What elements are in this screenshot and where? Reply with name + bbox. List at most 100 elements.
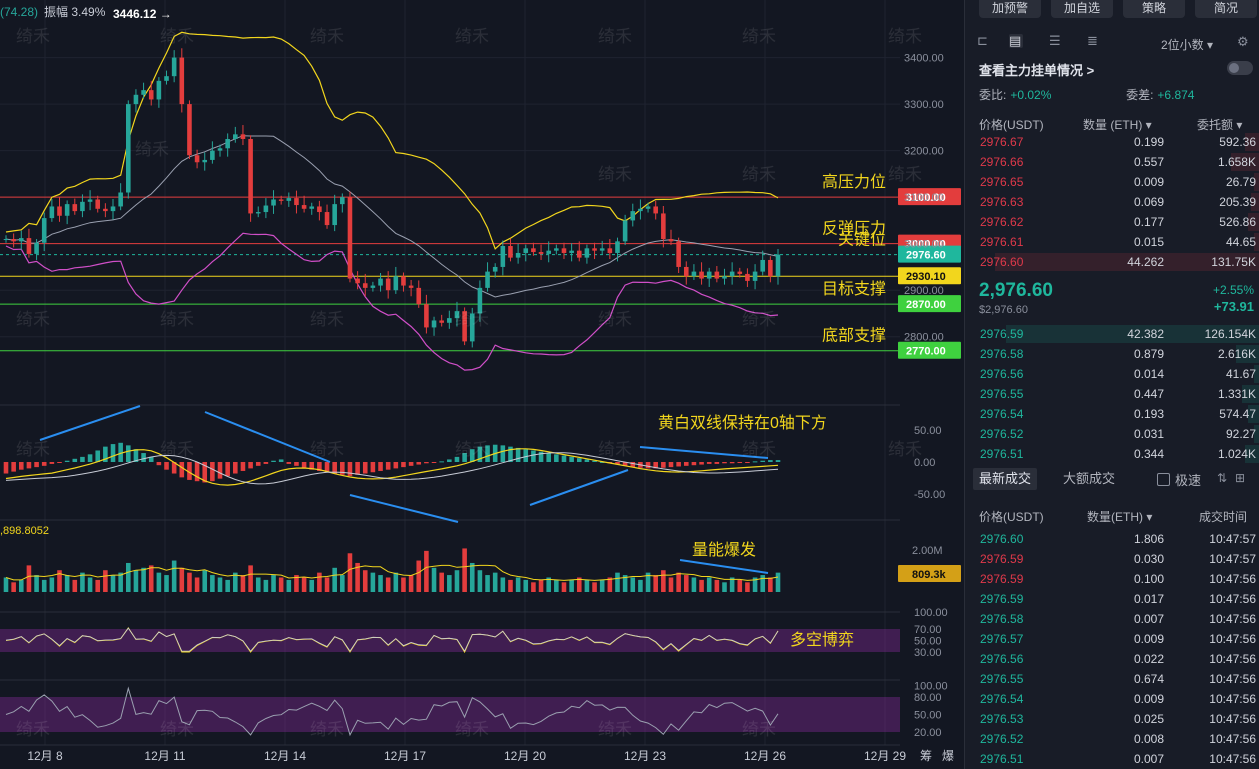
diff-label: 委差: xyxy=(1126,88,1154,102)
volume-bar xyxy=(324,577,330,592)
trade-row[interactable]: 2976.58 0.007 10:47:56 xyxy=(965,609,1259,629)
macd-bar xyxy=(408,462,414,466)
gear-icon[interactable]: ⚙ xyxy=(1237,34,1249,49)
trade-row[interactable]: 2976.51 0.007 10:47:56 xyxy=(965,749,1259,769)
tr-header-price: 价格(USDT) xyxy=(979,510,1044,524)
bid-row[interactable]: 2976.54 0.193 574.47 xyxy=(965,404,1259,424)
macd-bar xyxy=(294,462,299,466)
volume-bar xyxy=(202,570,208,592)
volume-bar xyxy=(576,577,582,592)
ask-row[interactable]: 2976.61 0.015 44.65 xyxy=(965,232,1259,252)
tr-header-qty[interactable]: 数量(ETH) ▾ xyxy=(1087,510,1153,524)
main-orders-toggle[interactable] xyxy=(1227,61,1253,75)
add-alert-button[interactable]: 加预警 xyxy=(979,0,1041,18)
fast-mode-checkbox[interactable] xyxy=(1157,473,1170,486)
bid-row[interactable]: 2976.59 42.382 126.154K xyxy=(965,324,1259,344)
trade-row[interactable]: 2976.53 0.025 10:47:56 xyxy=(965,709,1259,729)
tab-large-trades[interactable]: 大额成交 xyxy=(1063,471,1116,486)
trade-row[interactable]: 2976.59 0.030 10:47:57 xyxy=(965,549,1259,569)
bid-row[interactable]: 2976.51 0.344 1.024K xyxy=(965,444,1259,464)
trade-row[interactable]: 2976.59 0.100 10:47:56 xyxy=(965,569,1259,589)
volume-bar xyxy=(737,579,743,592)
bid-row[interactable]: 2976.56 0.014 41.67 xyxy=(965,364,1259,384)
trade-filter-icons[interactable]: ⇅⊞ xyxy=(1217,471,1254,485)
ask-row[interactable]: 2976.66 0.557 1.658K xyxy=(965,152,1259,172)
date-tick-label: 12月 8 xyxy=(27,749,63,763)
trade-row[interactable]: 2976.56 0.022 10:47:56 xyxy=(965,649,1259,669)
candle-body xyxy=(11,239,16,242)
candle-body xyxy=(233,134,238,139)
candle-body xyxy=(569,250,574,253)
trade-row[interactable]: 2976.55 0.674 10:47:56 xyxy=(965,669,1259,689)
macd-bar xyxy=(584,459,590,462)
orderbook-bids-icon[interactable]: ☰ xyxy=(1049,33,1061,48)
ask-row[interactable]: 2976.62 0.177 526.86 xyxy=(965,212,1259,232)
ob-price: 2976.62 xyxy=(980,215,1024,229)
candle-body xyxy=(576,250,582,258)
candle-body xyxy=(630,211,636,221)
add-watchlist-button[interactable]: 加自选 xyxy=(1051,0,1113,18)
volume-bar xyxy=(500,577,506,592)
level-annotation: 高压力位 xyxy=(822,173,886,191)
volume-bar xyxy=(447,575,452,592)
rsi-tick-label: 100.00 xyxy=(914,607,948,619)
date-tick-label: 12月 29 xyxy=(864,749,906,763)
main-orders-link[interactable]: 查看主力挂单情况 > xyxy=(979,63,1095,78)
level-tag-text: 3100.00 xyxy=(906,192,946,204)
volume-bar xyxy=(523,579,529,592)
macd-bar xyxy=(546,453,551,462)
volume-bar xyxy=(95,579,101,592)
ask-row[interactable]: 2976.63 0.069 205.39 xyxy=(965,192,1259,212)
ob-total: 526.86 xyxy=(1219,215,1256,229)
ask-row[interactable]: 2976.67 0.199 592.36 xyxy=(965,132,1259,152)
bid-row[interactable]: 2976.58 0.879 2.616K xyxy=(965,344,1259,364)
ob-qty: 0.879 xyxy=(1133,347,1164,361)
ob-header-total[interactable]: 委托额 ▾ xyxy=(1197,118,1243,132)
decimals-select[interactable]: 2位小数 ▾ xyxy=(1161,38,1214,52)
volume-bar xyxy=(615,572,620,592)
orderbook-mode-icon[interactable]: ⊏ xyxy=(977,33,988,48)
macd-bar xyxy=(340,462,345,475)
strategy-button[interactable]: 策略 xyxy=(1123,0,1185,18)
macd-bar xyxy=(706,462,712,464)
bid-row[interactable]: 2976.52 0.031 92.27 xyxy=(965,424,1259,444)
trade-row[interactable]: 2976.57 0.009 10:47:56 xyxy=(965,629,1259,649)
volume-bar xyxy=(416,560,422,592)
orderbook-asks-icon[interactable]: ≣ xyxy=(1087,33,1098,48)
trade-row[interactable]: 2976.59 0.017 10:47:56 xyxy=(965,589,1259,609)
macd-bar xyxy=(324,462,330,473)
macd-bar xyxy=(515,447,521,462)
rsi-annotation: 多空博弈 xyxy=(790,631,854,649)
ob-qty: 0.177 xyxy=(1133,215,1164,229)
trade-row[interactable]: 2976.60 1.806 10:47:57 xyxy=(965,529,1259,549)
ask-row[interactable]: 2976.65 0.009 26.79 xyxy=(965,172,1259,192)
candle-body xyxy=(324,212,330,226)
volume-bar xyxy=(278,577,284,592)
ask-row[interactable]: 2976.60 44.262 131.75K xyxy=(965,252,1259,272)
ob-qty: 0.014 xyxy=(1133,367,1164,381)
volume-bar xyxy=(630,577,636,592)
level-tag-bg xyxy=(898,188,961,206)
orderbook-both-icon[interactable]: ▤ xyxy=(1009,33,1023,48)
candle-body xyxy=(661,213,666,240)
kline-chart-area[interactable]: 3100.00 3000.00 2976.60 2930.10 2870.00 2770.… xyxy=(0,0,964,769)
macd-bar xyxy=(454,456,460,462)
tab-latest-trades[interactable]: 最新成交 xyxy=(973,468,1038,490)
depth-bar xyxy=(1254,173,1259,191)
candle-body xyxy=(171,57,177,77)
volume-bar xyxy=(87,577,93,592)
macd-bar xyxy=(164,462,169,470)
candle-body xyxy=(752,271,758,281)
ob-header-qty[interactable]: 数量 (ETH) ▾ xyxy=(1083,118,1152,132)
trade-row[interactable]: 2976.54 0.009 10:47:56 xyxy=(965,689,1259,709)
rsi-band xyxy=(0,629,900,652)
macd-tick-label: 50.00 xyxy=(914,425,942,437)
volume-bar xyxy=(141,567,146,592)
trade-row[interactable]: 2976.52 0.008 10:47:56 xyxy=(965,729,1259,749)
macd-bar xyxy=(148,456,154,462)
trade-price: 2976.59 xyxy=(980,592,1024,606)
trade-price: 2976.59 xyxy=(980,552,1024,566)
overview-button[interactable]: 简况 xyxy=(1195,0,1257,18)
bid-row[interactable]: 2976.55 0.447 1.331K xyxy=(965,384,1259,404)
